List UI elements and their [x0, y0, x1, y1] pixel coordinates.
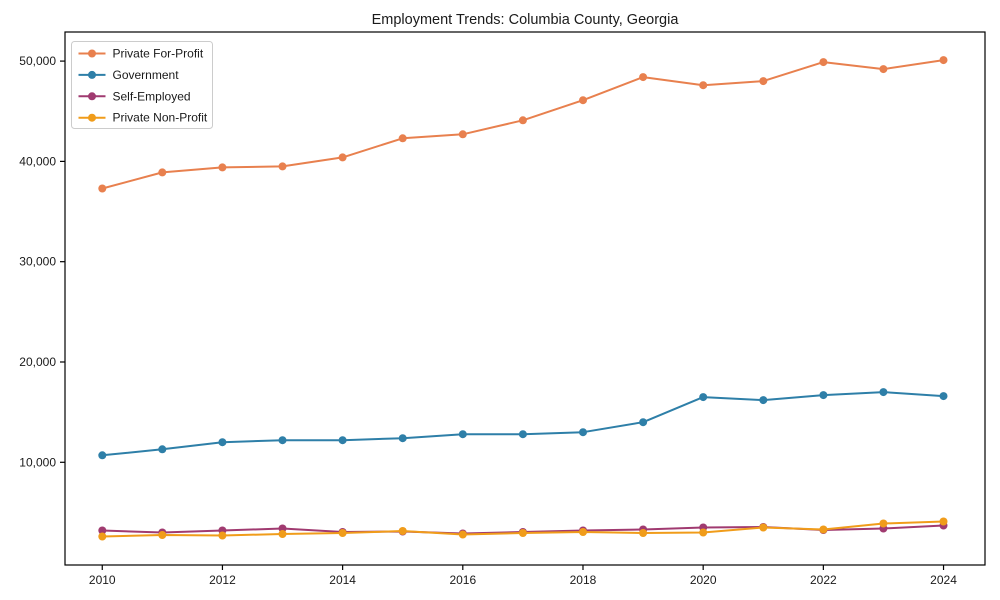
- data-point-government: [458, 430, 467, 439]
- x-tick-label: 2014: [329, 573, 356, 587]
- x-tick-label: 2016: [449, 573, 476, 587]
- data-point-private-non-profit: [759, 523, 768, 532]
- data-point-self-employed: [278, 524, 287, 533]
- chart-title: Employment Trends: Columbia County, Geor…: [372, 12, 680, 28]
- data-point-private-for-profit: [338, 153, 347, 162]
- data-point-private-non-profit: [699, 528, 708, 537]
- data-point-private-for-profit: [879, 65, 888, 74]
- data-point-government: [98, 451, 107, 460]
- x-tick-label: 2010: [89, 573, 116, 587]
- y-tick-label: 40,000: [19, 154, 56, 168]
- series-layer: [98, 56, 948, 541]
- data-point-private-for-profit: [639, 73, 648, 82]
- data-point-government: [218, 438, 227, 447]
- data-point-self-employed: [98, 526, 107, 535]
- data-point-private-for-profit: [218, 163, 227, 172]
- y-tick-label: 30,000: [19, 255, 56, 269]
- data-point-government: [398, 434, 407, 443]
- data-point-private-non-profit: [158, 531, 167, 539]
- legend-item-label: Government: [113, 68, 180, 82]
- data-point-private-non-profit: [458, 530, 467, 539]
- data-point-private-non-profit: [518, 529, 527, 537]
- series-line-government: [101, 391, 945, 457]
- x-tick-label: 2024: [930, 573, 957, 587]
- y-tick-label: 10,000: [19, 455, 56, 469]
- data-point-government: [518, 430, 527, 439]
- data-point-government: [278, 436, 287, 445]
- data-point-private-non-profit: [398, 527, 407, 535]
- data-point-private-for-profit: [278, 162, 287, 171]
- legend-swatch-marker: [88, 49, 96, 58]
- plot-border: [64, 31, 986, 566]
- data-point-government: [939, 392, 948, 401]
- data-point-private-non-profit: [218, 531, 227, 540]
- data-point-private-for-profit: [699, 81, 708, 90]
- data-point-private-for-profit: [579, 96, 587, 105]
- data-point-private-non-profit: [338, 529, 347, 537]
- data-point-government: [759, 396, 768, 405]
- data-point-private-non-profit: [939, 517, 948, 526]
- data-point-private-for-profit: [398, 134, 407, 143]
- data-point-government: [338, 436, 347, 445]
- data-point-private-for-profit: [458, 130, 467, 139]
- x-tick-label: 2012: [209, 573, 236, 587]
- legend-item-label: Private For-Profit: [113, 47, 204, 61]
- legend-item-label: Self-Employed: [113, 89, 191, 103]
- data-point-private-for-profit: [98, 184, 107, 193]
- data-point-private-for-profit: [518, 116, 527, 125]
- legend-swatch-marker: [88, 113, 96, 122]
- data-point-private-for-profit: [819, 58, 828, 67]
- x-tick-label: 2018: [570, 573, 597, 587]
- data-point-government: [879, 388, 888, 397]
- axes-layer: 10,000 20,000 30,000 40,000 50,000 2010 2012 20…: [19, 54, 957, 587]
- y-tick-label: 20,000: [19, 355, 56, 369]
- x-tick-label: 2022: [810, 573, 837, 587]
- data-point-private-non-profit: [98, 532, 107, 541]
- data-point-government: [579, 428, 587, 437]
- legend-box: [71, 41, 213, 129]
- data-point-private-for-profit: [939, 56, 948, 65]
- legend-swatch-marker: [88, 70, 96, 79]
- data-point-government: [699, 393, 708, 402]
- legend: Private For-Profit Government Self-Employe…: [71, 41, 213, 129]
- data-point-private-non-profit: [278, 530, 287, 538]
- data-point-private-non-profit: [579, 528, 587, 536]
- data-point-government: [158, 445, 167, 454]
- data-point-private-for-profit: [759, 77, 768, 86]
- data-point-government: [819, 391, 828, 400]
- legend-swatch-marker: [88, 92, 96, 101]
- y-tick-label: 50,000: [19, 54, 56, 68]
- data-point-private-non-profit: [639, 529, 648, 537]
- data-point-private-non-profit: [819, 525, 828, 534]
- data-point-government: [639, 418, 648, 427]
- legend-item-label: Private Non-Profit: [113, 111, 208, 125]
- data-point-private-non-profit: [879, 519, 888, 528]
- x-tick-label: 2020: [690, 573, 717, 587]
- data-point-private-for-profit: [158, 168, 167, 177]
